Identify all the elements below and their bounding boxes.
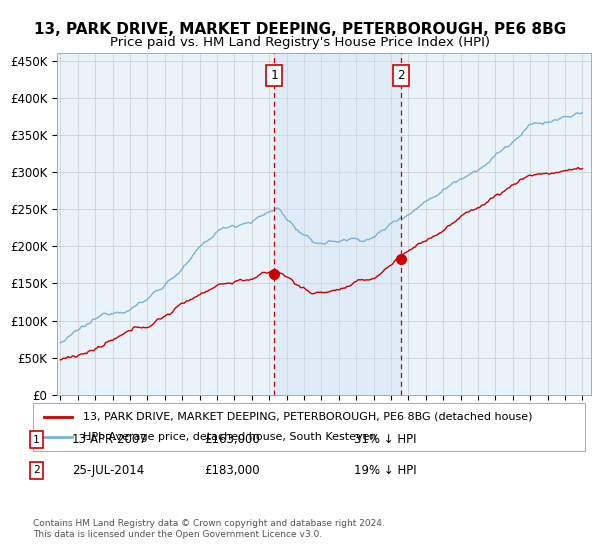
Text: 1: 1 (33, 435, 40, 445)
Text: HPI: Average price, detached house, South Kesteven: HPI: Average price, detached house, Sout… (83, 432, 376, 442)
Bar (274, 53, 401, 395)
Text: 13, PARK DRIVE, MARKET DEEPING, PETERBOROUGH, PE6 8BG (detached house): 13, PARK DRIVE, MARKET DEEPING, PETERBOR… (83, 412, 532, 422)
Text: £183,000: £183,000 (204, 464, 260, 477)
Text: Contains HM Land Registry data © Crown copyright and database right 2024.
This d: Contains HM Land Registry data © Crown c… (33, 520, 385, 539)
Text: 2: 2 (33, 465, 40, 475)
Text: 31% ↓ HPI: 31% ↓ HPI (354, 433, 416, 446)
Text: 1: 1 (271, 69, 278, 82)
Text: 19% ↓ HPI: 19% ↓ HPI (354, 464, 416, 477)
Text: 25-JUL-2014: 25-JUL-2014 (72, 464, 144, 477)
Text: £163,000: £163,000 (204, 433, 260, 446)
Text: Price paid vs. HM Land Registry's House Price Index (HPI): Price paid vs. HM Land Registry's House … (110, 36, 490, 49)
Text: 13-APR-2007: 13-APR-2007 (72, 433, 148, 446)
Text: 2: 2 (397, 69, 404, 82)
Text: 13, PARK DRIVE, MARKET DEEPING, PETERBOROUGH, PE6 8BG: 13, PARK DRIVE, MARKET DEEPING, PETERBOR… (34, 22, 566, 38)
